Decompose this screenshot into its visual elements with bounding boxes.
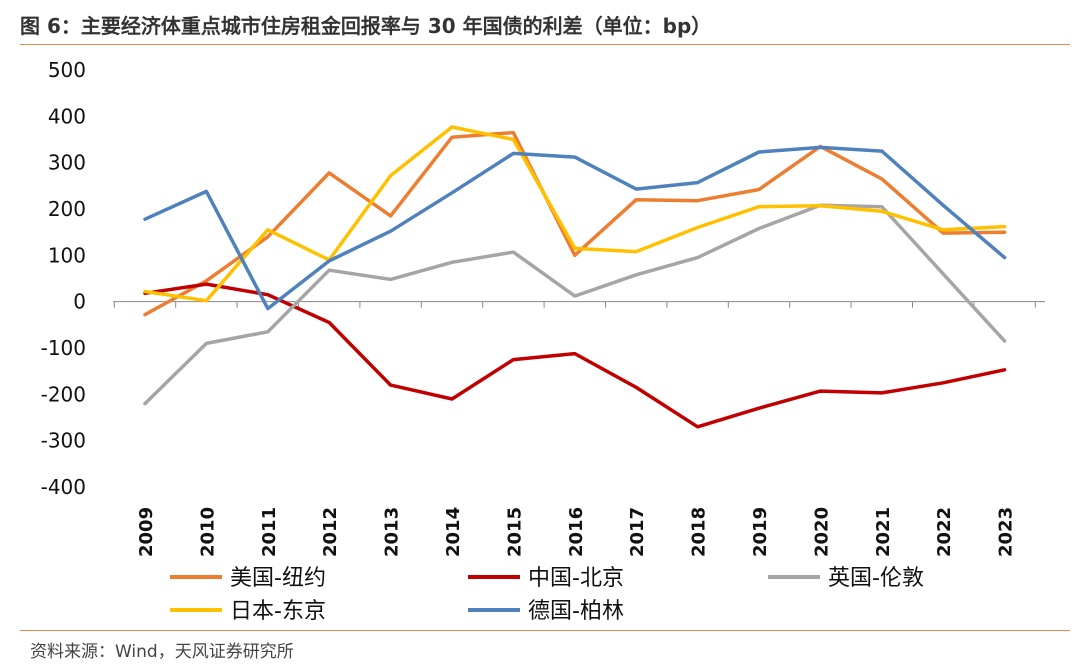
x-tick-label: 2019 (750, 507, 771, 557)
y-tick-label: -100 (41, 336, 86, 360)
series-line-2 (143, 282, 1007, 429)
x-tick-label: 2014 (443, 507, 464, 557)
series-line-1 (143, 130, 1007, 317)
y-tick-label: 400 (48, 104, 86, 128)
x-tick-label: 2021 (873, 507, 894, 557)
legend-label: 中国-北京 (528, 566, 624, 591)
y-tick-label: 200 (48, 197, 86, 221)
x-axis: 2009 2010 2011 2012 2013 2014 2015 2016 2017 2018… (113, 301, 1045, 557)
line-chart: 500 400 300 200 100 0 -100 -200 -300 -400 2009 201… (41, 58, 1045, 624)
x-tick-label: 2012 (320, 507, 341, 557)
x-tick-label: 2009 (136, 507, 157, 557)
y-tick-label: 0 (73, 290, 86, 314)
chart-title: 图 6：主要经济体重点城市住房租金回报率与 30 年国债的利差（单位：bp） (20, 14, 712, 38)
x-tick-label: 2022 (934, 507, 955, 557)
x-tick-label: 2018 (689, 507, 710, 557)
y-tick-label: 100 (48, 243, 86, 267)
x-tick-label: 2017 (627, 507, 648, 557)
source-divider (20, 630, 1070, 631)
x-tick-label: 2023 (996, 507, 1017, 557)
x-tick-label: 2010 (197, 507, 218, 557)
x-tick-label: 2015 (504, 507, 525, 557)
source-note: 资料来源：Wind，天风证券研究所 (30, 642, 294, 662)
y-tick-label: 500 (48, 58, 86, 82)
y-axis: 500 400 300 200 100 0 -100 -200 -300 -400 (41, 58, 86, 499)
series-line-4 (143, 125, 1007, 303)
y-tick-label: -400 (41, 475, 86, 499)
legend-label: 德国-柏林 (528, 599, 624, 624)
legend-label: 日本-东京 (230, 599, 326, 624)
x-tick-label: 2011 (259, 507, 280, 557)
series-line-3 (143, 203, 1007, 406)
x-tick-label: 2020 (811, 507, 832, 557)
x-tick-label: 2016 (566, 507, 587, 557)
y-tick-label: 300 (48, 151, 86, 175)
x-tick-label: 2013 (382, 507, 403, 557)
series-layer (143, 125, 1007, 429)
y-tick-label: -200 (41, 382, 86, 406)
title-divider (20, 44, 1070, 45)
legend-label: 美国-纽约 (230, 566, 326, 591)
y-tick-label: -300 (41, 429, 86, 453)
legend-label: 英国-伦敦 (828, 566, 924, 591)
series-line-5 (143, 145, 1007, 311)
